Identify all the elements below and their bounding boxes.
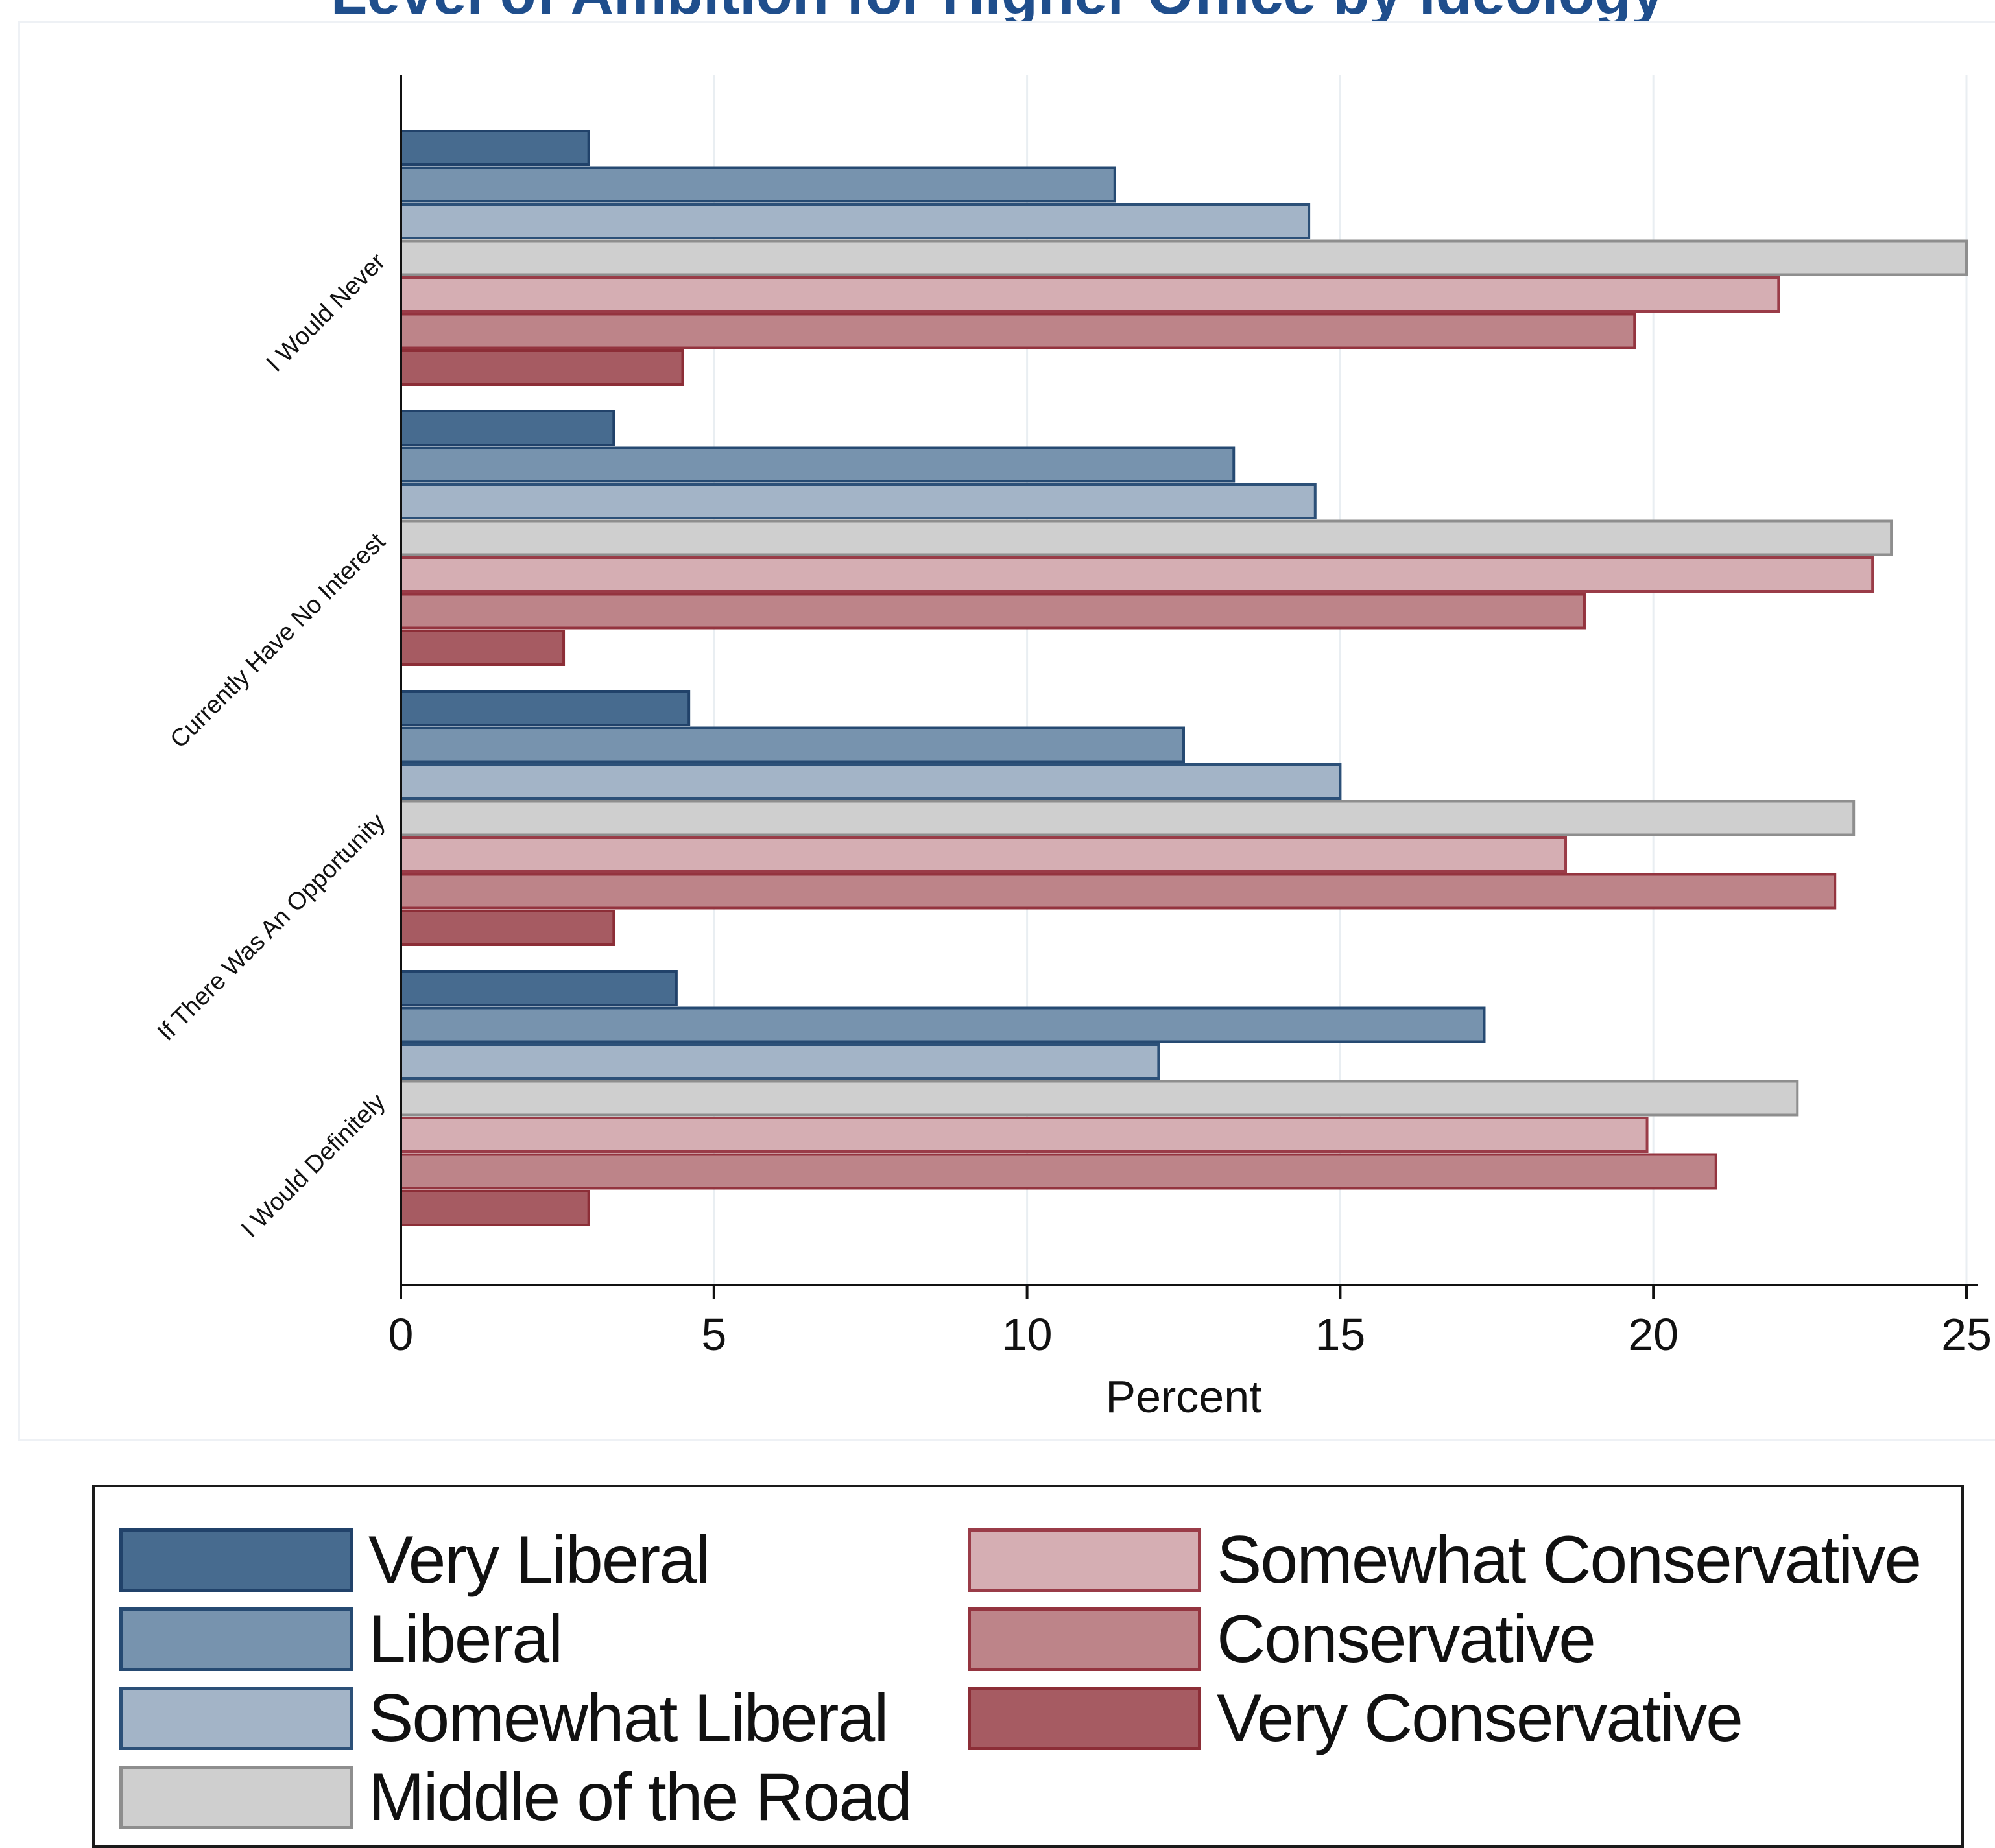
legend-item-0: Very Liberal	[119, 1522, 710, 1598]
bar-0-5	[400, 313, 1636, 349]
legend-item-3: Middle of the Road	[119, 1760, 913, 1835]
legend-swatch-0	[119, 1528, 353, 1592]
bar-2-1	[400, 726, 1185, 763]
bar-2-0	[400, 690, 691, 726]
legend-item-4: Somewhat Conservative	[968, 1522, 1922, 1598]
bar-2-6	[400, 910, 615, 946]
legend-swatch-5	[968, 1607, 1201, 1671]
x-tick-label-2: 10	[1002, 1309, 1053, 1360]
category-label-3: I Would Definitely	[236, 1088, 390, 1242]
legend-swatch-6	[968, 1687, 1201, 1750]
axes	[400, 75, 1978, 1299]
bar-3-1	[400, 1006, 1486, 1043]
legend-label-6: Very Conservative	[1217, 1680, 1743, 1756]
legend-swatch-1	[119, 1607, 353, 1671]
bar-0-2	[400, 203, 1311, 239]
bar-0-0	[400, 130, 590, 166]
bar-0-3	[400, 239, 1968, 276]
legend-item-6: Very Conservative	[968, 1681, 1743, 1756]
legend-label-5: Conservative	[1217, 1601, 1596, 1677]
legend-label-0: Very Liberal	[368, 1522, 710, 1598]
legend-label-2: Somewhat Liberal	[368, 1680, 889, 1756]
legend-item-2: Somewhat Liberal	[119, 1681, 889, 1756]
legend-label-3: Middle of the Road	[368, 1759, 913, 1835]
bar-0-6	[400, 349, 684, 386]
bar-1-5	[400, 593, 1586, 630]
bar-1-0	[400, 410, 615, 446]
bars	[400, 130, 1968, 1226]
legend-item-5: Conservative	[968, 1602, 1596, 1677]
bar-1-2	[400, 483, 1317, 519]
bar-3-5	[400, 1153, 1717, 1190]
bar-0-1	[400, 166, 1116, 203]
bar-2-5	[400, 873, 1837, 910]
bar-0-4	[400, 276, 1780, 313]
bar-1-4	[400, 556, 1874, 593]
bar-3-2	[400, 1043, 1160, 1080]
category-label-0: I Would Never	[261, 248, 391, 377]
legend-swatch-3	[119, 1766, 353, 1829]
x-axis-title: Percent	[1105, 1371, 1261, 1422]
x-tick-label-3: 15	[1315, 1309, 1365, 1360]
x-tick-label-4: 20	[1628, 1309, 1678, 1360]
legend-item-1: Liberal	[119, 1602, 563, 1677]
bar-1-1	[400, 446, 1236, 483]
category-label-1: Currently Have No Interest	[165, 528, 391, 753]
bar-1-3	[400, 519, 1893, 556]
bar-3-4	[400, 1117, 1649, 1153]
x-tick-label-5: 25	[1941, 1309, 1992, 1360]
bar-chart: I Would Never Currently Have No Interest I…	[152, 75, 1992, 1422]
bar-3-3	[400, 1080, 1799, 1117]
x-tick-label-0: 0	[388, 1309, 414, 1360]
category-label-2: If There Was An Opportunity	[152, 808, 390, 1046]
legend-label-4: Somewhat Conservative	[1217, 1522, 1922, 1598]
bar-1-6	[400, 630, 566, 666]
bar-2-2	[400, 763, 1342, 800]
bar-3-6	[400, 1190, 590, 1226]
x-tick-label-1: 5	[701, 1309, 726, 1360]
legend: Very Liberal Liberal Somewhat Liberal Middl…	[92, 1485, 1964, 1848]
bar-2-4	[400, 836, 1568, 873]
bar-2-3	[400, 800, 1856, 836]
legend-swatch-4	[968, 1528, 1201, 1592]
legend-label-1: Liberal	[368, 1601, 563, 1677]
bar-3-0	[400, 970, 678, 1006]
legend-swatch-2	[119, 1687, 353, 1750]
